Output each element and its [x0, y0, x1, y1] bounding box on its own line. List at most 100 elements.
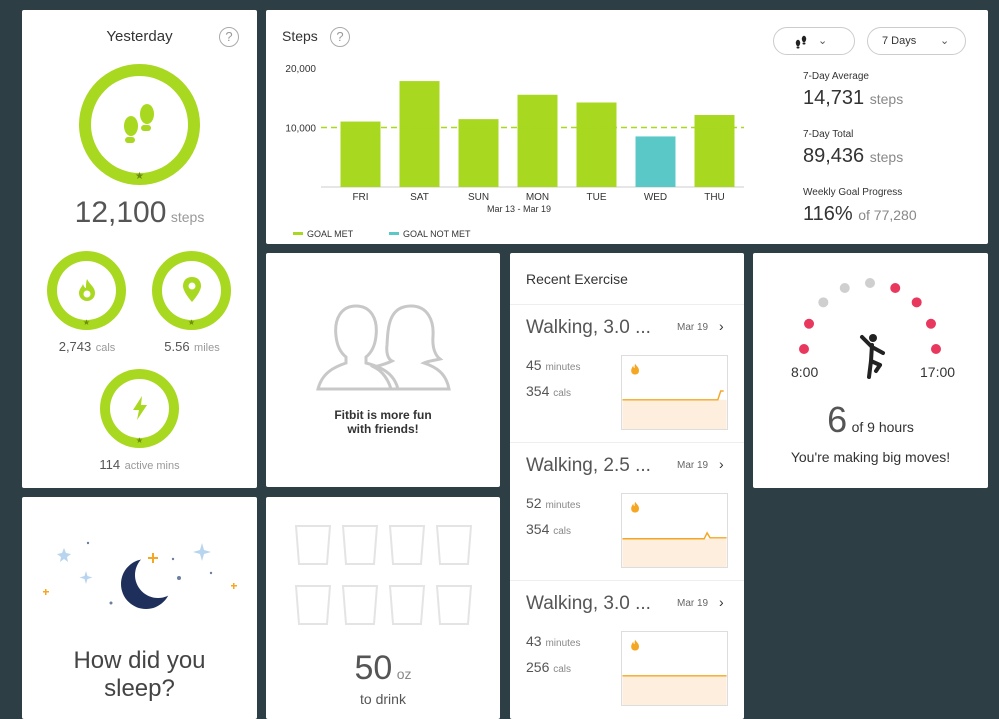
- active-minutes-ring[interactable]: ★: [100, 369, 179, 448]
- steps-chart-tile[interactable]: Steps ? 20,000 10,000 FRI SAT SUN MON TUE WED TH…: [266, 10, 988, 244]
- hour-dot: [799, 344, 809, 354]
- y-tick-label: 10,000: [285, 124, 316, 135]
- hour-dot: [818, 297, 829, 308]
- average-value: 14,731: [803, 87, 865, 109]
- range-dropdown-value: 7 Days: [882, 35, 917, 47]
- x-tick-label: SAT: [410, 192, 429, 203]
- total-value: 89,436: [803, 145, 865, 167]
- exercise-calories: 354 cals: [526, 521, 571, 537]
- range-dropdown[interactable]: 7 Days ⌄: [867, 27, 966, 55]
- goal-star-icon: ★: [187, 318, 196, 327]
- lightning-icon: [133, 396, 147, 420]
- goal-star-icon: ★: [82, 318, 91, 327]
- bar-wed[interactable]: [635, 136, 676, 187]
- exercise-name: Walking, 3.0 ...: [526, 593, 651, 614]
- bar-thu[interactable]: [694, 115, 735, 187]
- exercise-name: Walking, 2.5 ...: [526, 455, 651, 476]
- sleep-tile[interactable]: How did you sleep?: [22, 497, 257, 719]
- chevron-right-icon[interactable]: ›: [719, 594, 724, 610]
- steps-value: 12,100: [74, 196, 167, 229]
- exercise-calories: 354 cals: [526, 383, 571, 399]
- activity-type-dropdown[interactable]: ⌄: [773, 27, 855, 55]
- active-minutes-summary: 114 active mins: [22, 456, 257, 474]
- hourly-activity-tile[interactable]: 8:00 17:00 6 of 9 hours You're making bi…: [753, 253, 988, 488]
- exercise-heart-chart: [621, 631, 728, 706]
- steps-unit: steps: [170, 209, 205, 225]
- legend-swatch-not-met: [389, 232, 399, 235]
- hourly-value: 6: [827, 399, 848, 440]
- bar-mon[interactable]: [517, 94, 558, 187]
- water-summary: 50 oz: [266, 649, 500, 688]
- calories-summary: 2,743 cals: [22, 338, 152, 356]
- steps-summary: 12,100 steps: [22, 196, 257, 230]
- hour-dot: [931, 344, 941, 354]
- exercise-date: Mar 19: [677, 322, 709, 333]
- exercise-calories: 256 cals: [526, 659, 571, 675]
- hour-dot: [911, 297, 922, 308]
- bar-sun[interactable]: [458, 119, 499, 187]
- footprints-icon: [124, 104, 154, 143]
- flame-icon: [79, 279, 95, 301]
- hourly-activity-arc: [799, 278, 941, 354]
- hourly-of-text: of 9 hours: [851, 419, 914, 435]
- flame-icon: [631, 501, 639, 513]
- chevron-right-icon[interactable]: ›: [719, 456, 724, 472]
- recent-exercise-title: Recent Exercise: [526, 271, 628, 287]
- exercise-item[interactable]: Walking, 2.5 ... Mar 19 › 52 minutes 354…: [510, 442, 744, 579]
- water-value: 50: [354, 649, 393, 687]
- distance-ring[interactable]: ★: [152, 251, 231, 330]
- steps-bar-chart: 20,000 10,000 FRI SAT SUN MON TUE WED THU Mar 13 …: [285, 64, 744, 239]
- average-unit: steps: [869, 91, 904, 107]
- hourly-start-time: 8:00: [791, 364, 819, 380]
- water-tile[interactable]: 50 oz to drink: [266, 497, 500, 719]
- hour-dot: [804, 318, 815, 329]
- friends-tile[interactable]: Fitbit is more fun with friends!: [266, 253, 500, 487]
- exercise-minutes: 52 minutes: [526, 495, 580, 511]
- bar-sat[interactable]: [399, 81, 440, 187]
- x-tick-label: SUN: [468, 192, 489, 203]
- calories-ring[interactable]: ★: [47, 251, 126, 330]
- steps-ring[interactable]: ★: [79, 64, 200, 185]
- legend-swatch-met: [293, 232, 303, 235]
- active-minutes-unit: active mins: [124, 460, 180, 472]
- water-glasses-icon: [294, 525, 473, 625]
- hourly-end-time: 17:00: [920, 364, 956, 380]
- x-tick-label: THU: [704, 192, 725, 203]
- date-range-label: Mar 13 - Mar 19: [487, 204, 551, 214]
- exercise-minutes: 45 minutes: [526, 357, 580, 373]
- exercise-item[interactable]: Walking, 3.0 ... Mar 19 › 43 minutes 256…: [510, 580, 744, 717]
- friends-message: Fitbit is more fun with friends!: [266, 408, 500, 436]
- stat-label-average: 7-Day Average: [803, 71, 869, 82]
- bar-fri[interactable]: [340, 121, 381, 187]
- exercise-heart-chart: [621, 355, 728, 430]
- exercise-minutes: 43 minutes: [526, 633, 580, 649]
- distance-summary: 5.56 miles: [127, 338, 257, 356]
- exercise-item[interactable]: Walking, 3.0 ... Mar 19 › 45 minutes 354…: [510, 304, 744, 441]
- hourly-summary: 6 of 9 hours: [753, 399, 988, 441]
- progress-value: 116%: [803, 203, 853, 225]
- help-icon[interactable]: ?: [330, 27, 350, 47]
- calories-unit: cals: [95, 342, 116, 354]
- yesterday-tile[interactable]: Yesterday ? ★ 12,100 steps ★ 2,743 cals: [22, 10, 257, 488]
- exercise-date: Mar 19: [677, 460, 709, 471]
- calories-unit: cals: [553, 664, 572, 675]
- friends-icon: [316, 304, 451, 391]
- minutes-unit: minutes: [545, 500, 581, 511]
- calories-value: 354: [526, 521, 550, 537]
- hour-dot: [925, 318, 936, 329]
- active-minutes-value: 114: [99, 457, 121, 472]
- friends-message-line1: Fitbit is more fun: [334, 408, 432, 422]
- chevron-right-icon[interactable]: ›: [719, 318, 724, 334]
- distance-value: 5.56: [164, 339, 190, 354]
- calories-value: 256: [526, 659, 550, 675]
- bar-tue[interactable]: [576, 102, 617, 187]
- recent-exercise-tile[interactable]: Recent Exercise Walking, 3.0 ... Mar 19 …: [510, 253, 744, 719]
- location-pin-icon: [183, 277, 201, 302]
- exercise-heart-chart: [621, 493, 728, 568]
- help-icon[interactable]: ?: [219, 27, 239, 47]
- footprints-icon: [795, 35, 807, 49]
- moon-stars-icon: [43, 541, 237, 609]
- hour-dot: [890, 283, 901, 294]
- flame-icon: [631, 639, 639, 651]
- x-tick-label: TUE: [587, 192, 607, 203]
